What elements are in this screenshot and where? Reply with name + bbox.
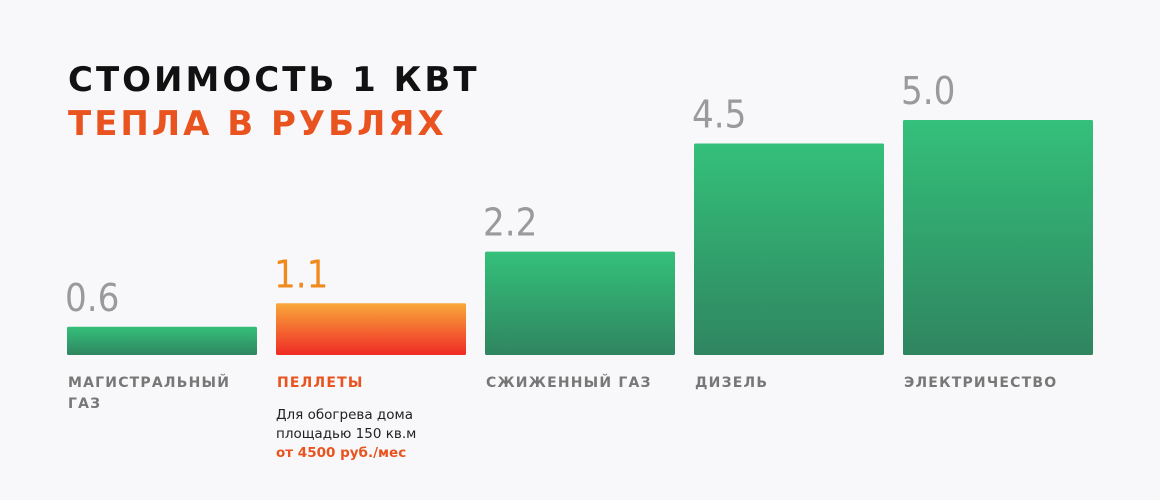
pellet-note: Для обогрева дома площадью 150 кв.м от 4… (276, 406, 416, 463)
bar-value-label-1: 1.1 (274, 252, 328, 296)
category-label-3-0: ДИЗЕЛЬ (695, 375, 768, 391)
pellet-note-line2: площадью 150 кв.м (276, 426, 417, 442)
pellet-note-line1: Для обогрева дома (276, 407, 413, 423)
chart-title: СТОИМОСТЬ 1 КВТ ТЕПЛА В РУБЛЯХ (68, 58, 480, 146)
pellet-note-price: от 4500 руб./мес (276, 445, 407, 461)
chart-title-line1: СТОИМОСТЬ 1 КВТ (68, 60, 480, 100)
bar-value-label-3: 4.5 (692, 93, 746, 137)
bar-2 (485, 251, 675, 355)
category-label-1-0: ПЕЛЛЕТЫ (277, 375, 364, 391)
bar-3 (694, 143, 884, 355)
bar-value-label-2: 2.2 (483, 201, 537, 245)
bar-value-label-0: 0.6 (65, 276, 119, 320)
bar-value-label-4: 5.0 (901, 69, 955, 113)
category-label-2-0: СЖИЖЕННЫЙ ГАЗ (486, 374, 652, 391)
category-label-4-0: ЭЛЕКТРИЧЕСТВО (904, 375, 1057, 391)
bar-4 (903, 120, 1093, 355)
chart-title-line2: ТЕПЛА В РУБЛЯХ (68, 104, 447, 144)
category-label-0-1: ГАЗ (68, 396, 101, 412)
bar-0 (67, 326, 257, 355)
category-label-0-0: МАГИСТРАЛЬНЫЙ (68, 374, 230, 391)
bar-1 (276, 303, 466, 355)
